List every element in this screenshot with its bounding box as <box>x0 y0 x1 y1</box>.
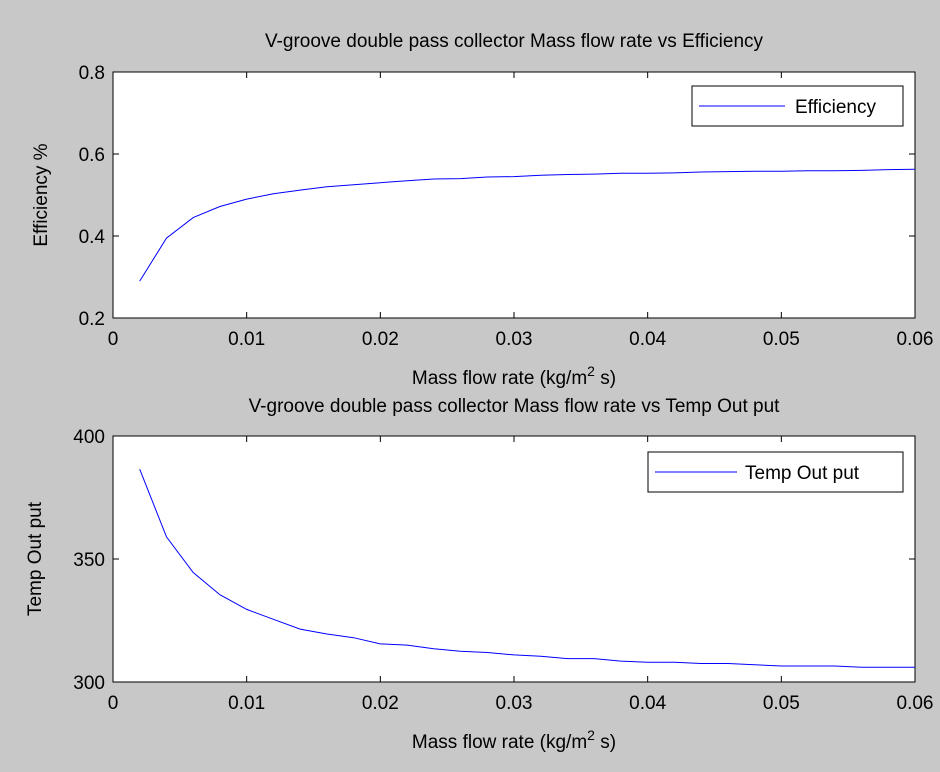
x-tick-label-temp: 0.04 <box>629 693 666 714</box>
x-tick-label-efficiency: 0.01 <box>228 329 265 350</box>
x-tick-label-temp: 0.06 <box>897 693 934 714</box>
subplot-temp: V-groove double pass collector Mass flow… <box>25 396 933 753</box>
y-tick-label-efficiency: 0.8 <box>79 63 105 84</box>
x-tick-label-efficiency: 0.05 <box>763 329 800 350</box>
ticks-temp: 0 0.01 0.02 0.03 0.04 0.05 0.06 300 350 400 <box>73 427 933 714</box>
legend-label-temp: Temp Out put <box>745 463 860 484</box>
y-tick-label-efficiency: 0.6 <box>79 145 105 166</box>
ticks-efficiency: 0 0.01 0.02 0.03 0.04 0.05 0.06 0.2 0.4 0.6 0.8 <box>79 63 934 350</box>
x-tick-label-efficiency: 0 <box>108 329 119 350</box>
y-tick-label-temp: 300 <box>73 673 105 694</box>
x-tick-label-efficiency: 0.04 <box>629 329 666 350</box>
x-tick-label-temp: 0 <box>108 693 119 714</box>
subplot-efficiency: V-groove double pass collector Mass flow… <box>31 31 933 389</box>
x-tick-label-temp: 0.03 <box>496 693 533 714</box>
series-line-temp <box>139 469 915 668</box>
x-tick-label-efficiency: 0.03 <box>496 329 533 350</box>
legend-temp: Temp Out put <box>647 451 904 493</box>
legend-efficiency: Efficiency <box>691 85 904 127</box>
series-line-efficiency <box>139 168 916 282</box>
x-tick-label-temp: 0.01 <box>228 693 265 714</box>
chart-title-temp: V-groove double pass collector Mass flow… <box>249 396 781 417</box>
y-tick-label-efficiency: 0.4 <box>79 227 106 248</box>
y-axis-label-efficiency: Efficiency % <box>31 143 52 246</box>
x-tick-label-temp: 0.05 <box>763 693 800 714</box>
x-axis-label-temp: Mass flow rate (kg/m2 s) <box>412 727 616 753</box>
y-axis-label-temp: Temp Out put <box>25 501 46 616</box>
x-tick-label-temp: 0.02 <box>362 693 399 714</box>
y-tick-label-efficiency: 0.2 <box>79 309 105 330</box>
x-tick-label-efficiency: 0.06 <box>897 329 934 350</box>
chart-title-efficiency: V-groove double pass collector Mass flow… <box>265 31 764 52</box>
y-tick-label-temp: 350 <box>73 550 105 571</box>
legend-label-efficiency: Efficiency <box>795 97 876 118</box>
x-axis-label-efficiency: Mass flow rate (kg/m2 s) <box>412 363 616 389</box>
y-tick-label-temp: 400 <box>73 427 105 448</box>
x-tick-label-efficiency: 0.02 <box>362 329 399 350</box>
